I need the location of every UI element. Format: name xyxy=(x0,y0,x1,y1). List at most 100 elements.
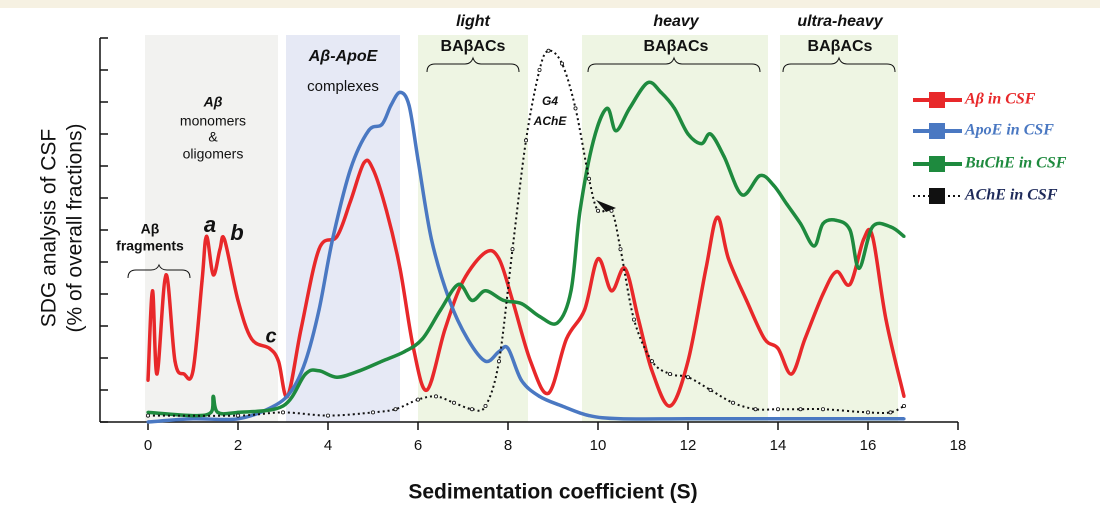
point xyxy=(370,410,375,415)
point xyxy=(686,375,691,380)
point xyxy=(618,417,623,421)
point xyxy=(204,234,209,238)
top-strip xyxy=(0,0,1100,8)
point xyxy=(902,417,906,421)
point xyxy=(389,103,393,107)
point xyxy=(870,225,875,229)
point xyxy=(564,337,569,341)
point xyxy=(722,154,726,158)
point xyxy=(753,407,758,412)
brace xyxy=(426,56,520,73)
point xyxy=(146,420,150,424)
point xyxy=(627,106,632,110)
point xyxy=(888,410,893,415)
point xyxy=(348,167,353,171)
point xyxy=(821,222,825,226)
x-tick-label: 12 xyxy=(680,437,697,454)
point xyxy=(740,193,744,197)
point xyxy=(470,298,474,302)
point xyxy=(546,48,551,53)
point xyxy=(704,266,708,270)
point xyxy=(317,308,321,312)
point xyxy=(821,407,826,412)
point xyxy=(191,417,195,421)
point xyxy=(510,247,515,252)
point xyxy=(618,247,623,252)
point xyxy=(866,417,870,421)
annotation: b xyxy=(230,220,243,245)
point xyxy=(609,208,614,213)
point xyxy=(776,407,781,412)
point xyxy=(146,378,150,382)
point xyxy=(672,106,677,110)
point xyxy=(371,167,375,171)
point xyxy=(650,369,654,373)
annotation: Aβ xyxy=(141,221,160,237)
point xyxy=(519,378,524,382)
x-tick-label: 0 xyxy=(144,437,152,454)
annotation: a xyxy=(204,212,216,237)
point xyxy=(524,138,529,143)
point xyxy=(715,215,719,219)
point xyxy=(420,337,425,341)
point xyxy=(857,266,861,270)
point xyxy=(211,394,215,398)
point xyxy=(902,234,906,238)
x-tick-label: 14 xyxy=(770,437,787,454)
point xyxy=(537,68,542,73)
point xyxy=(164,273,168,277)
band xyxy=(582,35,768,422)
y-axis-label: (% of overall fractions) xyxy=(64,124,87,333)
point xyxy=(366,129,371,133)
point xyxy=(330,238,335,242)
point xyxy=(443,327,447,331)
point xyxy=(303,372,308,376)
point xyxy=(591,138,596,142)
point xyxy=(834,218,839,222)
point xyxy=(884,318,888,322)
point xyxy=(150,289,155,293)
point xyxy=(798,222,803,226)
point xyxy=(758,174,762,178)
series-line xyxy=(147,49,905,417)
point xyxy=(290,388,294,392)
point xyxy=(465,337,470,341)
point xyxy=(433,394,438,399)
point xyxy=(546,391,551,395)
brace xyxy=(587,56,761,73)
point xyxy=(731,400,736,405)
x-tick-label: 4 xyxy=(324,437,332,454)
legend-marker xyxy=(929,123,945,139)
annotation: c xyxy=(265,325,276,347)
point xyxy=(469,407,474,412)
point xyxy=(362,161,366,165)
x-tick-label: 18 xyxy=(950,437,967,454)
point xyxy=(569,289,573,293)
legend-label: BuChE in CSF xyxy=(964,155,1067,172)
point xyxy=(497,257,501,261)
point xyxy=(317,247,321,251)
point xyxy=(456,282,461,286)
point xyxy=(218,247,222,251)
point xyxy=(699,142,704,146)
point xyxy=(398,266,402,270)
legend-label: AChE in CSF xyxy=(964,187,1058,204)
point xyxy=(173,359,177,363)
point xyxy=(668,404,672,408)
point xyxy=(686,359,690,363)
band xyxy=(145,35,278,422)
point xyxy=(744,298,749,302)
x-tick-label: 6 xyxy=(414,437,422,454)
point xyxy=(429,238,434,242)
point xyxy=(636,318,641,322)
point xyxy=(216,410,220,414)
y-axis-label: SDG analysis of CSF xyxy=(38,129,61,327)
point xyxy=(902,403,907,408)
point xyxy=(249,337,254,341)
annotation: AChE xyxy=(533,114,568,128)
point xyxy=(605,106,609,110)
annotation: heavy xyxy=(653,13,699,30)
point xyxy=(384,209,389,213)
